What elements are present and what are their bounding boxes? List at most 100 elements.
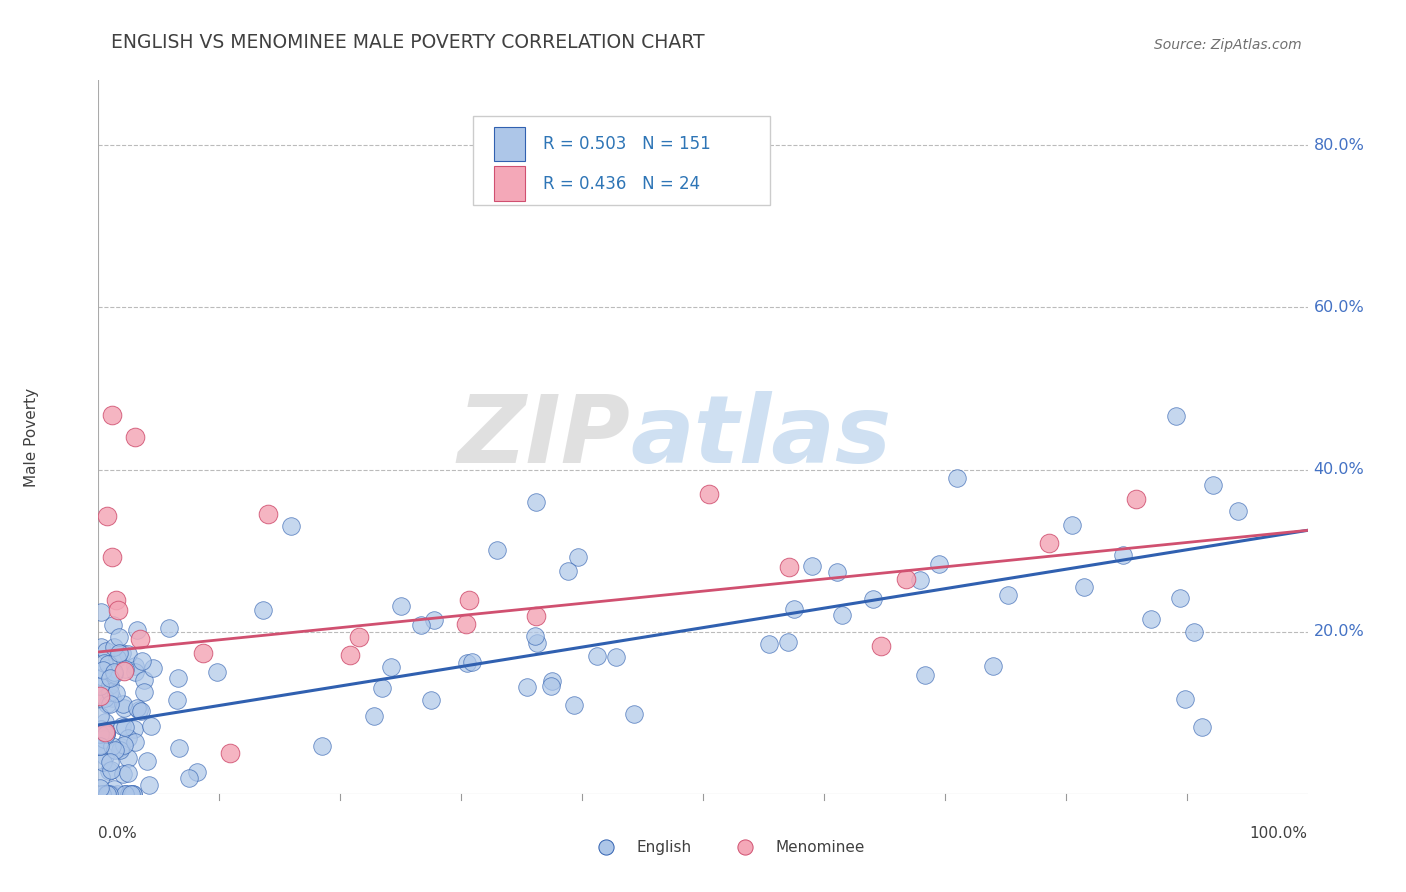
Point — [460, 655, 482, 669]
Point — [114, 787, 136, 801]
Point — [118, 787, 141, 801]
Point — [207, 665, 229, 679]
Point — [124, 659, 146, 673]
Point — [122, 787, 145, 801]
Point — [997, 588, 1019, 602]
Point — [1038, 536, 1060, 550]
Text: R = 0.436   N = 24: R = 0.436 N = 24 — [543, 175, 700, 193]
Point — [526, 636, 548, 650]
Point — [90, 605, 112, 619]
Point — [131, 654, 153, 668]
Point — [141, 719, 163, 733]
Point — [349, 630, 371, 644]
Point — [380, 660, 402, 674]
Text: 20.0%: 20.0% — [1313, 624, 1364, 640]
Point — [128, 703, 150, 717]
Point — [89, 679, 111, 693]
Point — [524, 608, 547, 623]
Point — [91, 664, 114, 678]
Point — [252, 603, 274, 617]
Point — [98, 697, 121, 711]
Point — [389, 599, 412, 613]
Point — [557, 564, 579, 578]
Point — [129, 632, 152, 646]
Point — [1164, 409, 1187, 424]
Point — [90, 687, 112, 701]
Text: ZIP: ZIP — [457, 391, 630, 483]
Point — [94, 787, 117, 801]
Point — [110, 739, 132, 754]
Point — [117, 750, 139, 764]
Point — [1073, 581, 1095, 595]
Point — [94, 714, 117, 729]
Point — [89, 727, 111, 741]
Point — [101, 739, 124, 753]
Point — [894, 572, 917, 586]
Point — [91, 670, 114, 684]
Point — [105, 650, 128, 665]
Point — [96, 697, 118, 711]
Point — [1182, 624, 1205, 639]
Point — [456, 656, 478, 670]
Text: 100.0%: 100.0% — [1250, 826, 1308, 841]
Point — [135, 754, 157, 768]
Point — [783, 602, 806, 616]
Point — [98, 755, 121, 769]
Point — [94, 787, 117, 801]
Point — [339, 648, 361, 662]
Bar — [494, 167, 526, 201]
Point — [94, 730, 117, 744]
Point — [103, 666, 125, 681]
Point — [1112, 548, 1135, 562]
Text: ENGLISH VS MENOMINEE MALE POVERTY CORRELATION CHART: ENGLISH VS MENOMINEE MALE POVERTY CORREL… — [111, 33, 704, 52]
Point — [363, 709, 385, 723]
Point — [93, 729, 115, 743]
Point — [758, 637, 780, 651]
Point — [97, 657, 120, 671]
Text: Menominee: Menominee — [776, 840, 865, 855]
Point — [605, 650, 627, 665]
Point — [778, 560, 800, 574]
Point — [97, 787, 120, 801]
Point — [371, 681, 394, 695]
Point — [111, 646, 134, 660]
Point — [524, 629, 547, 643]
Point — [94, 726, 117, 740]
Point — [567, 549, 589, 564]
Point — [94, 690, 117, 705]
Point — [94, 727, 117, 741]
Point — [105, 593, 128, 607]
Point — [94, 725, 117, 739]
Point — [100, 763, 122, 777]
Point — [98, 684, 121, 698]
Point — [541, 673, 564, 688]
Point — [1191, 719, 1213, 733]
Point — [112, 738, 135, 752]
Point — [103, 618, 125, 632]
Point — [117, 731, 139, 745]
Point — [111, 718, 134, 732]
Point — [586, 648, 609, 663]
Text: English: English — [637, 840, 692, 855]
Text: Source: ZipAtlas.com: Source: ZipAtlas.com — [1154, 37, 1302, 52]
Point — [169, 740, 191, 755]
Point — [516, 680, 538, 694]
Point — [486, 542, 509, 557]
Point — [167, 671, 190, 685]
Point — [96, 787, 118, 801]
Point — [177, 771, 200, 785]
Point — [280, 519, 302, 533]
Point — [124, 722, 146, 736]
Point — [562, 698, 585, 712]
Point — [1140, 612, 1163, 626]
Point — [928, 557, 950, 571]
Point — [93, 731, 115, 746]
Point — [103, 665, 125, 680]
Point — [89, 727, 111, 741]
Point — [124, 430, 146, 444]
Point — [97, 787, 120, 801]
Point — [89, 708, 111, 723]
Text: 40.0%: 40.0% — [1313, 462, 1364, 477]
Point — [98, 672, 121, 686]
Point — [122, 787, 145, 801]
